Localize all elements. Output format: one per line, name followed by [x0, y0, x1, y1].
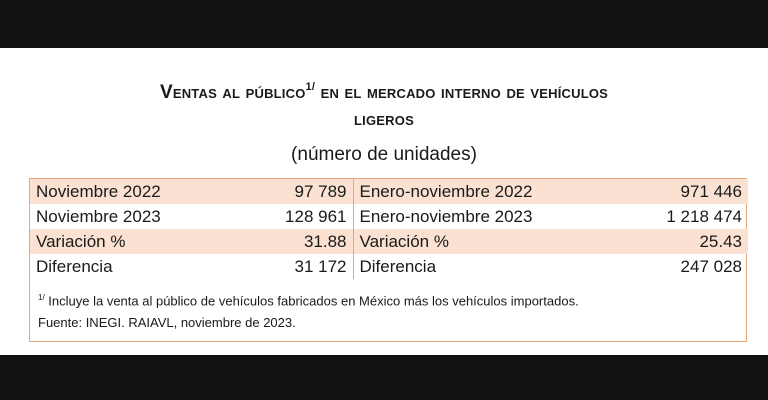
row-label: Variación %: [353, 229, 603, 254]
source-note: Fuente: INEGI. RAIAVL, noviembre de 2023…: [38, 315, 296, 331]
sales-table: Noviembre 2022 97 789 Enero-noviembre 20…: [30, 179, 748, 279]
title-line2: ligeros: [354, 109, 414, 130]
row-label: Noviembre 2023: [36, 206, 161, 226]
title-footnote-mark: 1/: [305, 81, 316, 93]
footnote-mark: 1/: [38, 293, 45, 302]
row-value: 1 218 474: [666, 206, 742, 226]
table-row: Diferencia 31 172 Diferencia 247 028: [30, 254, 748, 279]
page-title: Ventas al público1/ en el mercado intern…: [0, 74, 768, 133]
row-label: Diferencia: [359, 256, 437, 276]
table-notes: 1/ Incluye la venta al público de vehícu…: [38, 287, 740, 334]
sales-table-box: Noviembre 2022 97 789 Enero-noviembre 20…: [29, 178, 748, 342]
row-label: Variación %: [30, 229, 233, 254]
row-value: 25.43: [603, 229, 748, 254]
row-value: 97 789: [233, 179, 354, 204]
row-label: Enero-noviembre 2022: [353, 179, 603, 204]
row-label: Diferencia: [36, 256, 113, 276]
subtitle: (número de unidades): [291, 144, 477, 165]
footnote-text: Incluye la venta al público de vehículos…: [44, 293, 579, 309]
title-line1b: en el mercado interno de vehículos: [315, 82, 609, 103]
row-value: 31.88: [233, 229, 354, 254]
table-row: Noviembre 2022 97 789 Enero-noviembre 20…: [30, 179, 748, 204]
row-value: 128 961: [233, 204, 354, 229]
table-row: Variación % 31.88 Variación % 25.43: [30, 229, 748, 254]
top-black-band: [0, 0, 768, 48]
bottom-black-band: [0, 355, 768, 400]
footnote: 1/ Incluye la venta al público de vehícu…: [38, 287, 740, 312]
row-label: Enero-noviembre 2023: [359, 206, 533, 226]
row-value: 971 446: [603, 179, 748, 204]
title-line1: Ventas al público: [159, 82, 306, 103]
row-label: Noviembre 2022: [30, 179, 233, 204]
table-row: Noviembre 2023 128 961 Enero-noviembre 2…: [30, 204, 748, 229]
row-value: 247 028: [680, 256, 742, 276]
row-value: 31 172: [233, 254, 354, 279]
